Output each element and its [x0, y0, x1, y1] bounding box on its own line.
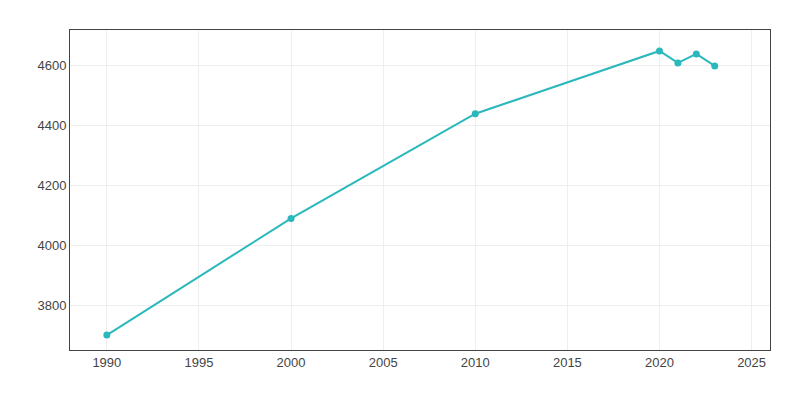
svg-text:2000: 2000 — [277, 355, 306, 370]
svg-text:2015: 2015 — [553, 355, 582, 370]
svg-text:1995: 1995 — [184, 355, 213, 370]
svg-text:4000: 4000 — [37, 238, 66, 253]
svg-text:2010: 2010 — [461, 355, 490, 370]
svg-text:2020: 2020 — [645, 355, 674, 370]
svg-text:4600: 4600 — [37, 58, 66, 73]
svg-text:4200: 4200 — [37, 178, 66, 193]
svg-text:3800: 3800 — [37, 298, 66, 313]
svg-text:4400: 4400 — [37, 118, 66, 133]
svg-text:2005: 2005 — [369, 355, 398, 370]
svg-text:2025: 2025 — [737, 355, 766, 370]
svg-text:1990: 1990 — [92, 355, 121, 370]
